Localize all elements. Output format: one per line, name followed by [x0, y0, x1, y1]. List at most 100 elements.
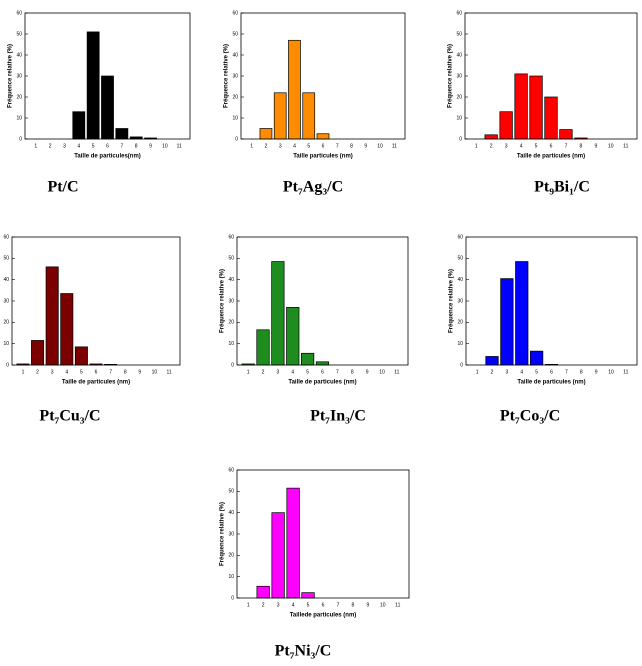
- x-tick-label: 6: [550, 369, 553, 375]
- x-tick-label: 7: [336, 369, 339, 375]
- y-axis-label: Fréquence relative (%): [224, 44, 230, 108]
- y-tick-label: 40: [16, 52, 22, 58]
- x-tick-label: 3: [505, 143, 508, 149]
- x-tick-label: 10: [377, 143, 383, 149]
- y-tick-label: 10: [457, 341, 463, 347]
- y-tick-label: 30: [456, 73, 462, 79]
- x-tick-label: 9: [364, 143, 367, 149]
- bar: [301, 592, 315, 599]
- y-tick-label: 30: [457, 298, 463, 304]
- x-tick-label: 1: [22, 369, 25, 375]
- x-tick-label: 4: [293, 143, 296, 149]
- y-tick-label: 60: [228, 234, 234, 240]
- y-tick-label: 0: [19, 136, 22, 142]
- y-tick-label: 60: [456, 10, 462, 16]
- x-tick-label: 7: [565, 143, 568, 149]
- x-tick-label: 11: [394, 369, 399, 375]
- bar: [544, 96, 558, 140]
- x-tick-label: 2: [265, 143, 268, 149]
- x-tick-label: 10: [152, 369, 158, 375]
- caption: Pt₇Ni₃/C: [275, 643, 332, 660]
- y-tick-label: 0: [235, 136, 238, 142]
- caption: Pt₇Cu₃/C: [39, 408, 100, 425]
- x-tick-label: 10: [379, 369, 385, 375]
- y-tick-label: 30: [228, 531, 234, 537]
- bar: [302, 92, 316, 140]
- x-axis-label: Taillede particules (nm): [290, 613, 357, 619]
- bar: [316, 133, 330, 140]
- bar: [256, 329, 270, 366]
- y-tick-label: 10: [228, 341, 234, 347]
- y-axis-label: Fréquence relative (%): [449, 269, 455, 333]
- y-tick-label: 0: [231, 595, 234, 601]
- x-axis-label: Taille de particules (nm): [517, 154, 585, 160]
- x-tick-label: 11: [395, 602, 400, 608]
- y-axis-label: Fréquence relative (%): [448, 44, 454, 108]
- y-tick-label: 50: [232, 31, 238, 37]
- caption: Pt₇In₃/C: [310, 408, 366, 425]
- x-tick-label: 1: [475, 143, 478, 149]
- x-tick-label: 4: [520, 369, 523, 375]
- y-tick-label: 50: [228, 256, 234, 262]
- x-tick-label: 10: [380, 602, 386, 608]
- y-tick-label: 40: [456, 52, 462, 58]
- y-tick-label: 0: [231, 362, 234, 368]
- bar: [60, 293, 74, 366]
- x-axis-label: Taille de particules(nm): [74, 154, 141, 160]
- caption: Pt₉Bi₁/C: [534, 179, 590, 196]
- plot-frame: [464, 12, 638, 140]
- bar: [115, 128, 129, 140]
- x-tick-label: 2: [262, 602, 265, 608]
- x-tick-label: 3: [277, 369, 280, 375]
- x-tick-label: 5: [307, 143, 310, 149]
- x-tick-label: 6: [95, 369, 98, 375]
- x-tick-label: 5: [306, 369, 309, 375]
- x-tick-label: 11: [623, 369, 628, 375]
- plot-frame: [465, 236, 638, 366]
- y-tick-label: 10: [16, 115, 22, 121]
- x-tick-label: 8: [580, 369, 583, 375]
- y-axis-label: Fréquence relative (%): [220, 502, 226, 566]
- x-tick-label: 8: [124, 369, 127, 375]
- bar: [286, 487, 300, 599]
- bar: [315, 361, 330, 366]
- y-axis-label: Fréquence relative (%): [220, 269, 226, 333]
- y-tick-label: 20: [457, 320, 463, 326]
- x-tick-label: 5: [535, 369, 538, 375]
- x-tick-label: 3: [63, 143, 66, 149]
- plot-frame: [236, 236, 409, 366]
- x-axis-label: Taille de particules (nm): [288, 380, 356, 386]
- x-tick-label: 7: [336, 143, 339, 149]
- x-tick-label: 4: [520, 143, 523, 149]
- y-tick-label: 40: [457, 277, 463, 283]
- x-tick-label: 3: [506, 369, 509, 375]
- bar: [74, 346, 88, 366]
- x-tick-label: 6: [321, 369, 324, 375]
- x-tick-label: 3: [51, 369, 54, 375]
- y-tick-label: 50: [3, 256, 9, 262]
- x-tick-label: 4: [65, 369, 68, 375]
- x-tick-label: 9: [595, 369, 598, 375]
- x-tick-label: 6: [550, 143, 553, 149]
- bar: [286, 307, 300, 366]
- bar: [515, 261, 529, 366]
- y-tick-label: 30: [16, 73, 22, 79]
- y-tick-label: 20: [3, 320, 9, 326]
- y-tick-label: 30: [228, 298, 234, 304]
- bar: [259, 128, 273, 140]
- y-tick-label: 0: [459, 136, 462, 142]
- y-tick-label: 10: [3, 341, 9, 347]
- y-tick-label: 60: [232, 10, 238, 16]
- x-tick-label: 8: [580, 143, 583, 149]
- bar: [271, 512, 285, 599]
- x-tick-label: 11: [177, 143, 182, 149]
- y-tick-label: 50: [228, 489, 234, 495]
- y-tick-label: 10: [228, 574, 234, 580]
- bar: [499, 111, 513, 140]
- bar: [45, 266, 59, 366]
- bar: [500, 278, 514, 366]
- bar: [72, 111, 86, 140]
- plot-frame: [240, 12, 406, 140]
- x-tick-label: 8: [352, 602, 355, 608]
